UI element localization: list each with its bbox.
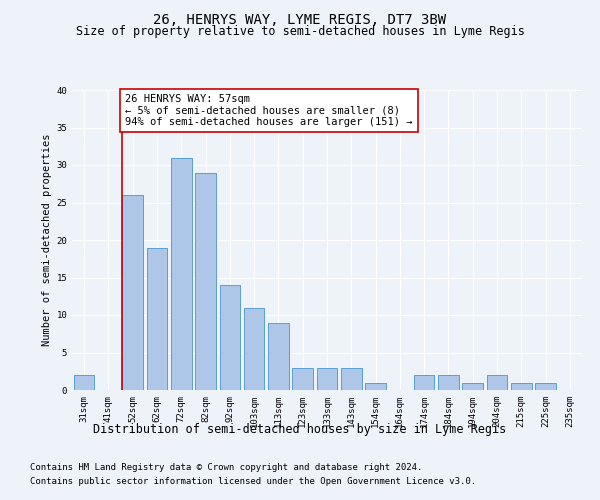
Text: Distribution of semi-detached houses by size in Lyme Regis: Distribution of semi-detached houses by …: [94, 422, 506, 436]
Bar: [511, 382, 532, 390]
Y-axis label: Number of semi-detached properties: Number of semi-detached properties: [42, 134, 52, 346]
Bar: [292, 368, 313, 390]
Text: Contains public sector information licensed under the Open Government Licence v3: Contains public sector information licen…: [30, 478, 476, 486]
Bar: [220, 285, 240, 390]
Bar: [244, 308, 265, 390]
Bar: [414, 375, 434, 390]
Bar: [74, 375, 94, 390]
Text: Size of property relative to semi-detached houses in Lyme Regis: Size of property relative to semi-detach…: [76, 25, 524, 38]
Text: 26 HENRYS WAY: 57sqm
← 5% of semi-detached houses are smaller (8)
94% of semi-de: 26 HENRYS WAY: 57sqm ← 5% of semi-detach…: [125, 94, 413, 127]
Bar: [365, 382, 386, 390]
Text: 26, HENRYS WAY, LYME REGIS, DT7 3BW: 26, HENRYS WAY, LYME REGIS, DT7 3BW: [154, 12, 446, 26]
Bar: [341, 368, 362, 390]
Bar: [268, 322, 289, 390]
Bar: [171, 158, 191, 390]
Bar: [195, 172, 216, 390]
Bar: [317, 368, 337, 390]
Bar: [122, 195, 143, 390]
Bar: [535, 382, 556, 390]
Bar: [463, 382, 483, 390]
Bar: [438, 375, 459, 390]
Text: Contains HM Land Registry data © Crown copyright and database right 2024.: Contains HM Land Registry data © Crown c…: [30, 462, 422, 471]
Bar: [146, 248, 167, 390]
Bar: [487, 375, 508, 390]
